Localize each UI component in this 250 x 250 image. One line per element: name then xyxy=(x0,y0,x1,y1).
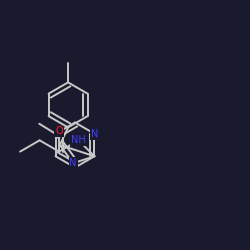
Text: O: O xyxy=(55,126,63,136)
Text: N: N xyxy=(70,158,77,168)
Text: NH: NH xyxy=(71,135,86,145)
Text: N: N xyxy=(91,129,98,139)
